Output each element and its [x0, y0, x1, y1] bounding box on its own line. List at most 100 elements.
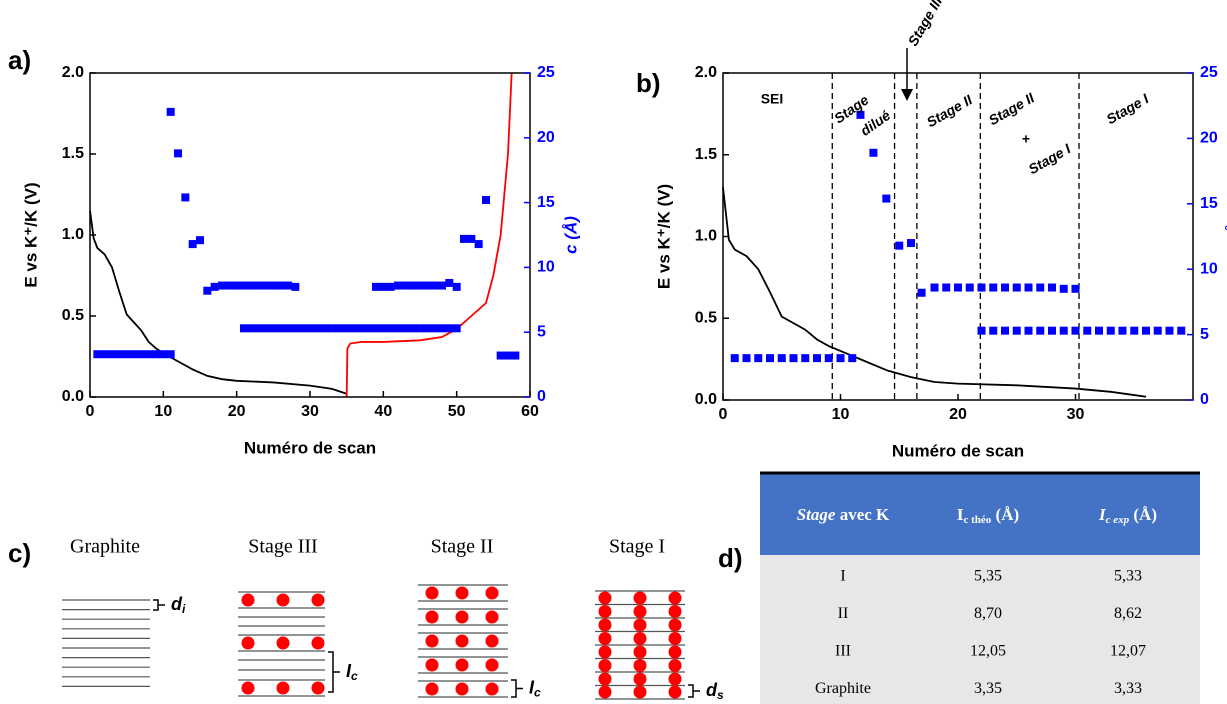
stage-annotation: Stage II: [924, 91, 976, 130]
y-tick-label: 2.0: [695, 64, 717, 81]
data-point: [474, 240, 483, 249]
data-point: [511, 351, 520, 360]
potassium-atom: [276, 593, 290, 607]
data-point: [452, 282, 461, 291]
data-point: [284, 281, 292, 290]
potassium-atom: [241, 593, 255, 607]
potassium-atom: [668, 618, 682, 632]
potassium-atom: [633, 618, 647, 632]
data-point: [394, 324, 402, 333]
data-point: [174, 149, 182, 158]
data-point: [408, 324, 417, 333]
potassium-atom: [633, 659, 647, 672]
table-cell: 3,33: [1114, 680, 1142, 697]
data-point: [1106, 326, 1115, 335]
potassium-atom: [485, 658, 499, 672]
y-tick-label: 0.0: [62, 388, 84, 405]
x-tick-label: 20: [949, 406, 967, 423]
data-point: [108, 350, 116, 359]
data-point: [1012, 283, 1021, 292]
symbol-main: d: [706, 680, 718, 700]
data-point: [1024, 326, 1033, 335]
data-point: [225, 281, 234, 290]
header-sub: c exp: [1106, 514, 1130, 526]
y-tick-label: 0.5: [62, 307, 84, 324]
stage-annotation: +: [1022, 131, 1030, 147]
potassium-atom: [485, 634, 499, 648]
bracket: [511, 679, 523, 698]
data-point: [504, 351, 512, 360]
data-point: [284, 324, 292, 333]
data-point: [801, 354, 810, 363]
table-cell: 12,07: [1110, 643, 1146, 660]
data-point: [1071, 326, 1080, 335]
potassium-atom: [311, 681, 325, 695]
y2-tick-label: 15: [537, 194, 555, 211]
x-tick-label: 0: [719, 406, 728, 423]
data-point: [313, 324, 322, 333]
potassium-atom: [598, 618, 612, 632]
data-point: [166, 107, 175, 116]
y2-tick-label: 5: [1200, 326, 1209, 343]
panel-label: d): [718, 543, 743, 573]
data-point: [254, 281, 263, 290]
data-point: [1048, 283, 1056, 292]
potassium-atom: [598, 685, 612, 699]
data-point: [247, 324, 256, 333]
header-sub: c théo: [963, 514, 991, 526]
potassium-atom: [633, 632, 647, 645]
potassium-atom: [311, 636, 325, 650]
y2-tick-label: 25: [1200, 64, 1218, 81]
data-point: [254, 324, 263, 333]
data-point: [1036, 326, 1045, 335]
data-point: [1059, 284, 1068, 293]
data-point: [181, 193, 190, 202]
data-point: [357, 324, 366, 333]
data-point: [1048, 326, 1056, 335]
x-axis-label: Numéro de scan: [244, 438, 376, 457]
data-point: [754, 354, 763, 363]
y2-axis-label: c (Å): [561, 216, 580, 254]
data-point: [430, 281, 439, 290]
data-point: [907, 239, 915, 248]
x-axis-label: Numéro de scan: [892, 441, 1024, 460]
x-tick-label: 10: [832, 406, 850, 423]
potassium-atom: [425, 610, 439, 624]
stage-annotation: Stage I: [1025, 140, 1074, 177]
symbol-sub: s: [717, 688, 724, 702]
y2-tick-label: 10: [537, 259, 555, 276]
y2-tick-label: 0: [1200, 391, 1209, 408]
data-point: [203, 286, 212, 295]
table-cell: 8,70: [974, 605, 1002, 622]
y-axis-label: E vs K⁺/K (V): [654, 184, 673, 289]
potassium-atom: [668, 685, 682, 699]
data-point: [122, 350, 131, 359]
data-point: [335, 324, 344, 333]
potassium-atom: [455, 610, 469, 624]
data-point: [196, 236, 204, 245]
potassium-atom: [668, 672, 682, 686]
data-point: [100, 350, 109, 359]
potassium-atom: [598, 659, 612, 672]
potassium-atom: [633, 685, 647, 699]
data-point: [1001, 283, 1009, 292]
data-point: [1142, 326, 1150, 335]
y2-tick-label: 5: [537, 323, 546, 340]
data-point: [1165, 326, 1174, 335]
data-point: [291, 324, 300, 333]
y2-tick-label: 25: [537, 64, 555, 81]
x-tick-label: 20: [228, 403, 246, 420]
data-point: [262, 324, 270, 333]
symbol-sub: c: [351, 669, 358, 683]
data-point: [460, 234, 468, 243]
data-point: [416, 281, 424, 290]
x-tick-label: 30: [1067, 406, 1085, 423]
potassium-atom: [276, 636, 290, 650]
y-tick-label: 0.0: [695, 391, 717, 408]
potassium-atom: [485, 610, 499, 624]
y2-tick-label: 10: [1200, 260, 1218, 277]
table-cell: I: [840, 568, 845, 585]
data-point: [115, 350, 124, 359]
data-point: [423, 281, 432, 290]
data-point: [218, 281, 226, 290]
